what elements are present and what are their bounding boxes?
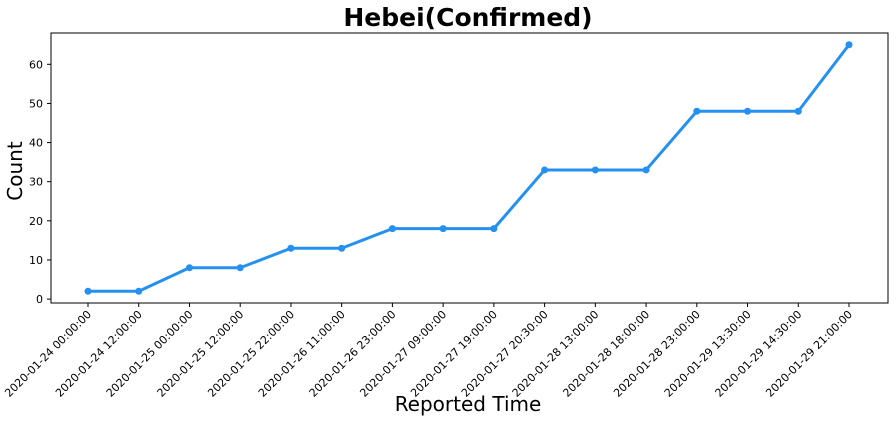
x-tick-label: 2020-01-29 14:30:00 (713, 308, 805, 400)
x-tick-label: 2020-01-28 18:00:00 (560, 308, 652, 400)
x-tick-label: 2020-01-27 19:00:00 (408, 308, 500, 400)
data-point (693, 107, 701, 115)
x-tick-label: 2020-01-28 13:00:00 (510, 308, 602, 400)
data-point (541, 166, 549, 174)
x-tick-label: 2020-01-24 00:00:00 (2, 308, 94, 400)
x-tick-label: 2020-01-25 22:00:00 (205, 308, 297, 400)
y-tick-label: 50 (29, 97, 43, 110)
x-tick-label: 2020-01-27 20:30:00 (459, 308, 551, 400)
data-point (794, 107, 802, 115)
data-point (439, 225, 447, 233)
x-tick-label: 2020-01-25 00:00:00 (104, 308, 196, 400)
data-point (591, 166, 599, 174)
x-axis-label: Reported Time (395, 392, 542, 416)
x-tick-label: 2020-01-28 23:00:00 (611, 308, 703, 400)
x-tick-label: 2020-01-24 12:00:00 (53, 308, 145, 400)
data-point (338, 244, 346, 252)
plot-area-frame (50, 32, 889, 304)
x-tick-label: 2020-01-29 13:30:00 (662, 308, 754, 400)
data-point (642, 166, 650, 174)
y-tick-label: 20 (29, 215, 43, 228)
chart-title: Hebei(Confirmed) (343, 3, 592, 32)
x-tick-label: 2020-01-26 11:00:00 (256, 308, 348, 400)
y-tick-label: 0 (36, 293, 43, 306)
y-tick-label: 40 (29, 137, 43, 150)
data-point (185, 264, 193, 272)
series-confirmed (84, 41, 853, 295)
data-point (388, 225, 396, 233)
y-tick-label: 60 (29, 58, 43, 71)
data-point (490, 225, 498, 233)
data-point (744, 107, 752, 115)
y-axis-label: Count (3, 141, 27, 201)
y-tick-label: 10 (29, 254, 43, 267)
data-point (135, 287, 143, 295)
series-line (88, 43, 851, 293)
data-point (845, 41, 853, 49)
x-tick-label: 2020-01-27 09:00:00 (357, 308, 449, 400)
data-point (84, 287, 92, 295)
x-tick-label: 2020-01-25 12:00:00 (155, 308, 247, 400)
data-point (236, 264, 244, 272)
x-tick-label: 2020-01-26 23:00:00 (307, 308, 399, 400)
x-tick-label: 2020-01-29 21:00:00 (763, 308, 855, 400)
data-point (287, 244, 295, 252)
y-tick-label: 30 (29, 176, 43, 189)
y-axis: 0 10 20 30 40 50 60 (29, 58, 51, 306)
